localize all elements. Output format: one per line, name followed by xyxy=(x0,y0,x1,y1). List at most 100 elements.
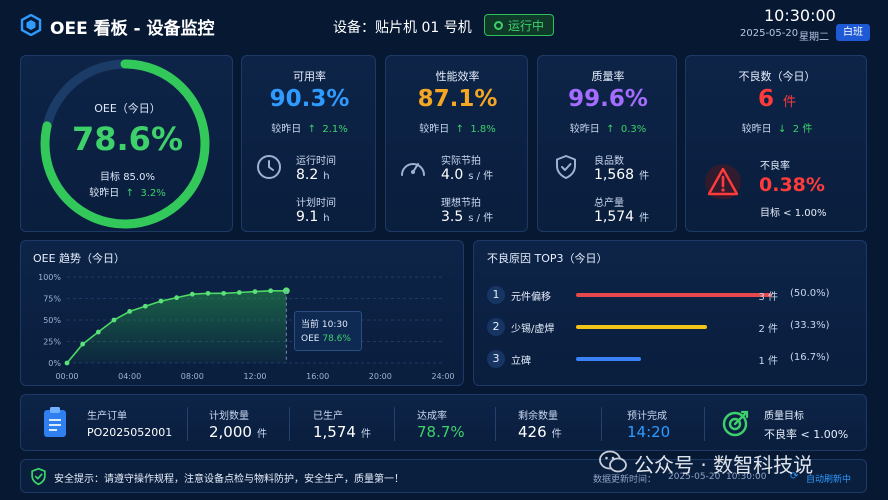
trend-point[interactable] xyxy=(111,317,117,323)
finish-value: 14:20 xyxy=(627,423,671,441)
produced-label: 已生产 xyxy=(313,411,343,422)
ideal-cycle-value: 3.5 xyxy=(441,209,464,225)
trend-point[interactable] xyxy=(236,290,242,295)
top3-row[interactable]: 2 少锡/虚焊 2 件 (33.3%) xyxy=(474,317,868,337)
trend-point[interactable] xyxy=(282,287,290,295)
defect-rate-label: 不良率 xyxy=(760,161,790,172)
tooltip-value-row: OEE 78.6% xyxy=(301,334,355,344)
plan-qty-value: 2,000 xyxy=(209,423,252,441)
top3-rank: 2 xyxy=(487,318,505,336)
safety-notice: 安全提示：请遵守操作规程，注意设备点检与物料防护，安全生产，质量第一！ xyxy=(54,470,404,485)
clock-date: 2025-05-20 xyxy=(740,28,799,39)
y-tick-label: 0% xyxy=(48,359,61,368)
plan-time: 9.1 h xyxy=(296,209,330,225)
good-count: 1,568 件 xyxy=(594,167,649,183)
run-time-label: 运行时间 xyxy=(296,156,336,167)
clock-icon xyxy=(256,154,282,180)
x-tick-label: 04:00 xyxy=(118,372,141,381)
safety-text: 请遵守操作规程，注意设备点检与物料防护，安全生产，质量第一！ xyxy=(104,474,404,485)
run-time-value: 8.2 xyxy=(296,167,319,183)
x-tick-label: 16:00 xyxy=(306,372,329,381)
x-tick-label: 20:00 xyxy=(369,372,392,381)
trend-point[interactable] xyxy=(221,290,227,296)
actual-cycle-value: 4.0 xyxy=(441,167,464,183)
plan-time-value: 9.1 xyxy=(296,209,319,225)
ideal-cycle-unit: s / 件 xyxy=(468,213,494,224)
oee-card: OEE（今日） 78.6% 目标 85.0% 较昨日 ↑ 3.2% xyxy=(20,55,233,232)
trend-point[interactable] xyxy=(174,295,180,301)
trend-point[interactable] xyxy=(80,341,86,347)
production-stats-card: 生产订单 PO2025052001 计划数量 2,000 件 已生产 1,574… xyxy=(20,394,867,451)
top3-row[interactable]: 1 元件偏移 3 件 (50.0%) xyxy=(474,285,868,305)
x-tick-label: 12:00 xyxy=(243,372,266,381)
top3-percent: (33.3%) xyxy=(790,320,830,331)
actual-cycle-label: 实际节拍 xyxy=(441,156,481,167)
x-tick-label: 08:00 xyxy=(181,372,204,381)
trend-point[interactable] xyxy=(252,289,258,295)
trend-point[interactable] xyxy=(158,298,164,304)
good-count-label: 良品数 xyxy=(594,156,624,167)
top3-bar xyxy=(576,357,642,361)
trend-title: OEE 趋势（今日） xyxy=(33,252,126,265)
ideal-cycle: 3.5 s / 件 xyxy=(441,209,493,225)
plan-time-unit: h xyxy=(323,213,330,224)
update-label: 数据更新时间： xyxy=(593,475,657,485)
arrow-up-icon: ↑ xyxy=(122,188,138,199)
oee-gauge xyxy=(40,59,210,229)
trend-point[interactable] xyxy=(205,290,211,296)
x-tick-label: 24:00 xyxy=(431,372,454,381)
trend-point[interactable] xyxy=(268,288,274,294)
top3-count: 1 件 xyxy=(758,356,778,367)
ideal-cycle-label: 理想节拍 xyxy=(441,198,481,209)
logo-icon xyxy=(20,14,42,36)
defects-compare-value: 2 件 xyxy=(792,124,813,135)
y-tick-label: 100% xyxy=(38,273,61,282)
performance-title: 性能效率 xyxy=(435,70,480,83)
produced-value: 1,574 xyxy=(313,423,356,441)
order-value: PO2025052001 xyxy=(87,426,173,439)
oee-compare-value: 3.2% xyxy=(140,188,166,199)
remain-unit: 件 xyxy=(551,429,562,440)
remain: 426 件 xyxy=(518,423,562,441)
oee-value: 78.6% xyxy=(71,120,183,158)
divider xyxy=(704,407,705,441)
trend-point[interactable] xyxy=(95,329,101,335)
warning-triangle-icon xyxy=(703,163,743,199)
refresh-icon[interactable]: ⟳ xyxy=(790,471,799,482)
performance-compare: 较昨日 ↑ 1.8% xyxy=(386,120,529,135)
update-time: 2025-05-20 10:30:00 xyxy=(668,472,767,482)
quality-title: 质量率 xyxy=(591,70,625,83)
top3-percent: (16.7%) xyxy=(790,352,830,363)
plan-qty: 2,000 件 xyxy=(209,423,267,441)
divider xyxy=(289,407,290,441)
footer-bar xyxy=(20,459,867,493)
trend-point[interactable] xyxy=(127,309,133,314)
availability-value: 90.3% xyxy=(269,86,350,112)
arrow-up-icon: ↑ xyxy=(304,124,320,135)
availability-compare-value: 2.1% xyxy=(322,124,348,135)
divider xyxy=(394,407,395,441)
oee-target: 目标 85.0% xyxy=(100,172,155,183)
oee-compare: 较昨日 ↑ 3.2% xyxy=(21,184,234,199)
availability-title: 可用率 xyxy=(293,70,326,83)
clipboard-icon xyxy=(42,406,68,438)
total-output-value: 1,574 xyxy=(594,209,635,225)
top3-row[interactable]: 3 立碑 1 件 (16.7%) xyxy=(474,349,868,369)
actual-cycle: 4.0 s / 件 xyxy=(441,167,493,183)
quality-value: 99.6% xyxy=(568,86,648,112)
trend-point[interactable] xyxy=(189,291,195,297)
trend-area xyxy=(67,290,287,363)
quality-goal-value: 不良率 < 1.00% xyxy=(764,428,849,441)
defects-compare-label: 较昨日 xyxy=(741,124,772,135)
quality-compare-value: 0.3% xyxy=(620,124,647,135)
defect-rate-target: 目标 < 1.00% xyxy=(760,208,827,219)
produced: 1,574 件 xyxy=(313,423,371,441)
top3-rank: 3 xyxy=(487,350,505,368)
performance-compare-value: 1.8% xyxy=(470,124,496,135)
trend-point[interactable] xyxy=(64,360,70,366)
device-label: 设备：贴片机 01 号机 xyxy=(333,20,472,36)
shield-check-icon xyxy=(554,154,578,180)
trend-point[interactable] xyxy=(142,303,148,309)
auto-refresh-status: 自动刷新中 xyxy=(806,475,852,485)
top3-reason: 元件偏移 xyxy=(511,292,551,303)
